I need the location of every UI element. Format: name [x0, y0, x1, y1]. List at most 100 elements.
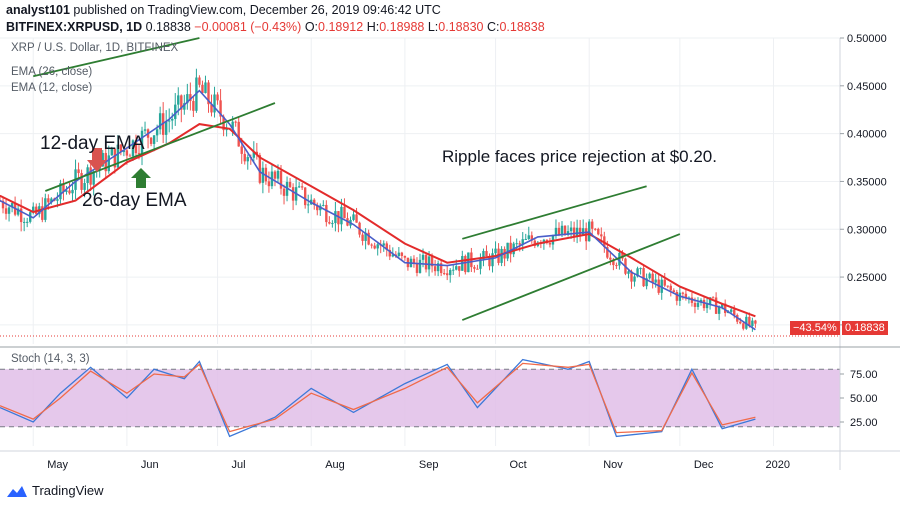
candle-body: [276, 170, 280, 179]
candle-body: [22, 221, 26, 223]
candle-body: [730, 309, 733, 312]
candle-body: [479, 259, 482, 269]
candle-body: [261, 167, 265, 183]
annotation-arrows: [87, 148, 151, 188]
candle-body: [288, 181, 292, 188]
candle-body: [83, 183, 86, 190]
symbol-label[interactable]: BITFINEX:XRPUSD, 1D: [6, 20, 143, 34]
candle-body: [597, 228, 600, 235]
candle-body: [107, 155, 110, 172]
candle-body: [615, 265, 618, 267]
candle-body: [4, 208, 8, 214]
time-tick-label: Jul: [232, 459, 246, 471]
candle-body: [612, 259, 615, 266]
candle-body: [739, 321, 742, 324]
candle-body: [403, 255, 407, 258]
stoch-d-line: [0, 362, 756, 434]
trendlines: [33, 37, 681, 321]
candle-body: [642, 268, 645, 287]
legend-ema12: EMA (12, close): [11, 82, 93, 94]
candle-body: [300, 186, 304, 188]
candle-body: [705, 304, 709, 309]
candle-body: [101, 152, 104, 167]
candle-body: [733, 309, 736, 315]
candle-body: [373, 245, 376, 249]
price-tick-label: 0.35000: [847, 176, 887, 188]
trendline: [462, 185, 647, 240]
candle-body: [62, 183, 65, 192]
candle-body: [633, 276, 636, 282]
candle-body: [92, 171, 95, 185]
price-tick-label: 0.30000: [847, 224, 887, 236]
ema26-line: [0, 123, 756, 318]
candle-body: [174, 104, 177, 120]
candle-body: [627, 271, 630, 274]
candle-body: [361, 234, 364, 241]
candle-body: [458, 266, 461, 271]
candle-body: [651, 273, 654, 283]
candle-body: [1, 200, 5, 209]
candle-body: [171, 119, 174, 121]
candle-body: [297, 186, 301, 188]
candle-body: [122, 150, 126, 153]
candle-body: [152, 135, 156, 144]
candle-body: [219, 100, 222, 117]
candle-body: [666, 285, 669, 287]
ohlc-open-label: O:: [304, 20, 319, 34]
candle-body: [645, 278, 648, 287]
tradingview-footer[interactable]: TradingView: [6, 483, 104, 498]
candle-body: [337, 211, 340, 225]
candle-body: [506, 242, 509, 259]
stoch-lines: [0, 358, 756, 438]
candle-body: [183, 103, 186, 110]
candle-body: [509, 242, 512, 255]
candle-body: [421, 254, 425, 260]
candle-body: [494, 248, 497, 254]
candle-body: [415, 263, 419, 273]
candle-body: [231, 121, 234, 130]
candle-body: [708, 297, 712, 305]
change-percent-badge: −43.54%: [790, 321, 840, 335]
candle-body: [113, 148, 117, 168]
ohlc-low: 0.18830: [438, 20, 484, 34]
candle-body: [7, 207, 11, 214]
candle-body: [279, 170, 283, 189]
candle-body: [128, 155, 132, 157]
candle-body: [198, 77, 201, 85]
candle-body: [243, 153, 246, 162]
candle-body: [436, 263, 440, 272]
candle-body: [273, 171, 277, 179]
candle-body: [364, 232, 367, 241]
candle-body: [158, 113, 162, 130]
candle-body: [234, 121, 237, 123]
candle-body: [654, 279, 657, 283]
stoch-band-fill: [0, 369, 840, 427]
candle-body: [660, 279, 663, 293]
candle-body: [331, 223, 334, 225]
candle-body: [237, 121, 240, 147]
candle-body: [180, 95, 183, 110]
candle-body: [10, 203, 14, 208]
candle-body: [693, 302, 697, 307]
candle-body: [177, 95, 180, 105]
ohlc-close-label: C:: [486, 20, 500, 34]
candle-body: [427, 256, 431, 270]
candle-body: [515, 243, 518, 245]
candle-body: [473, 267, 476, 269]
candle-body: [192, 100, 195, 111]
candle-body: [119, 144, 123, 153]
ema-lines: [0, 89, 756, 331]
candle-body: [449, 269, 452, 276]
candle-body: [47, 198, 50, 203]
candle-body: [291, 187, 295, 201]
candle-body: [388, 249, 391, 257]
candle-body: [355, 214, 358, 223]
candle-body: [751, 320, 754, 327]
trendline: [33, 37, 200, 78]
candle-body: [186, 94, 189, 104]
candle-body: [204, 82, 207, 94]
candle-body: [168, 120, 171, 122]
candle-body: [246, 157, 249, 162]
time-tick-label: 2020: [766, 459, 790, 471]
